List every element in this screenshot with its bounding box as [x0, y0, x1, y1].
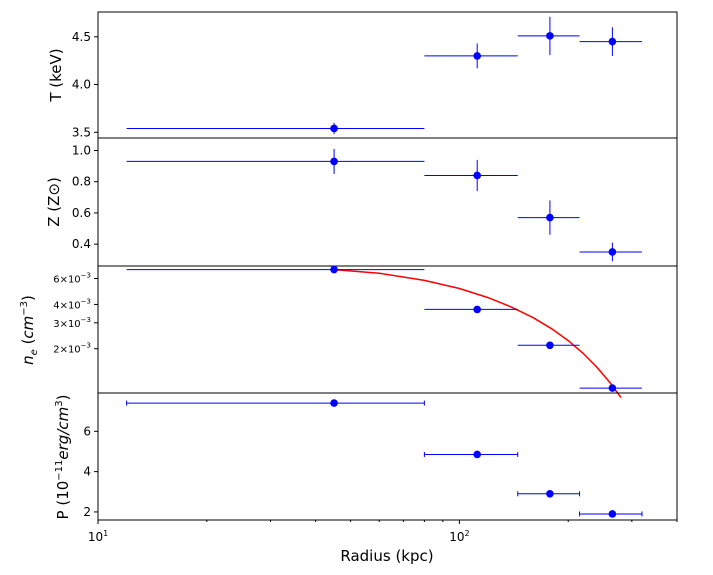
y-axis-label: ne (cm−3)	[19, 295, 40, 365]
panel-pressure: 2 4 6 P (10−11erg/cm3)	[54, 392, 678, 521]
data-point	[473, 305, 481, 314]
panel-temperature: 3.5 4.0 4.5 T (keV)	[47, 11, 678, 139]
data-point	[608, 37, 617, 46]
data-point	[330, 265, 338, 274]
y-ticks: 0.4 0.6 0.8 1.0	[72, 143, 98, 251]
panel-metallicity: 0.4 0.6 0.8 1.0 Z (Z⊙)	[45, 137, 678, 267]
panel-frame	[97, 392, 678, 521]
data-point	[608, 248, 617, 256]
data-marks	[126, 399, 643, 518]
fit-curve	[334, 268, 622, 399]
y-ticks: 2 4 6	[83, 424, 98, 519]
data-point	[546, 32, 554, 40]
x-axis-label: Radius (kpc)	[340, 547, 433, 565]
data-point	[546, 489, 554, 498]
y-tick-label: 0.8	[72, 175, 91, 189]
y-tick-label: 6	[83, 424, 91, 438]
data-point	[473, 450, 481, 459]
y-tick-label: 4×10−3	[53, 297, 91, 311]
x-tick-label: 102	[449, 529, 469, 544]
y-axis-label: T (keV)	[47, 48, 65, 102]
x-tick-label: 101	[88, 529, 108, 544]
data-point	[330, 399, 338, 407]
data-marks	[126, 148, 642, 262]
data-point	[608, 510, 617, 518]
y-tick-label: 3.5	[72, 125, 91, 139]
data-marks	[126, 16, 642, 135]
y-axis-label: P (10−11erg/cm3)	[54, 395, 72, 520]
y-tick-label: 2×10−3	[53, 342, 91, 356]
y-tick-label: 6×10−3	[53, 272, 91, 286]
y-axis-label: Z (Z⊙)	[45, 177, 63, 227]
panel-frame	[97, 11, 678, 139]
data-point	[473, 171, 481, 180]
y-tick-label: 4.0	[72, 78, 91, 92]
y-tick-label: 3×10−3	[53, 316, 91, 330]
panel-frame	[97, 265, 678, 394]
y-tick-label: 4	[83, 465, 91, 479]
data-point	[546, 341, 554, 350]
data-point	[546, 213, 554, 222]
y-tick-label: 4.5	[72, 30, 91, 44]
data-point	[330, 157, 338, 166]
x-axis: 101 102	[88, 520, 678, 544]
data-point	[473, 52, 481, 60]
y-tick-label: 0.6	[72, 206, 91, 220]
y-tick-label: 0.4	[72, 237, 91, 251]
y-ticks: 3.5 4.0 4.5	[72, 30, 98, 139]
panel-frame	[97, 137, 678, 267]
y-tick-label: 2	[83, 505, 91, 519]
y-tick-label: 1.0	[72, 143, 91, 157]
y-ticks: 2×10−3 3×10−3 4×10−3 6×10−3	[53, 272, 98, 356]
data-point	[330, 124, 338, 133]
data-marks	[126, 265, 642, 399]
data-point	[608, 384, 617, 392]
panel-density: 2×10−3 3×10−3 4×10−3 6×10−3 ne (cm−3)	[19, 265, 678, 399]
